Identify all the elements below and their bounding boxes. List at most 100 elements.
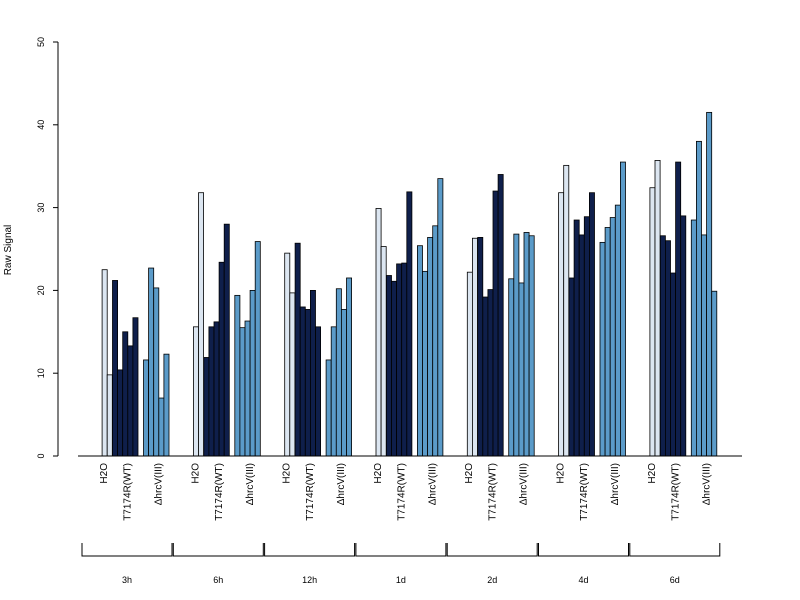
time-bracket [538, 543, 629, 557]
treatment-label: H2O [190, 463, 201, 484]
treatment-label: T7174R(WT) [123, 463, 134, 521]
bar [218, 261, 225, 457]
time-bracket [355, 543, 447, 557]
bar [497, 174, 504, 457]
treatment-label: H2O [556, 463, 567, 484]
bar [609, 217, 616, 457]
time-bracket [81, 543, 173, 557]
bar [234, 294, 241, 457]
bar [477, 237, 484, 457]
time-label: 6h [213, 575, 223, 585]
bar [346, 277, 352, 457]
bar [508, 278, 515, 457]
bar [665, 240, 671, 457]
y-tick-label: 20 [36, 285, 46, 295]
time-bracket [446, 543, 538, 557]
bar [294, 242, 301, 457]
y-tick-label: 40 [36, 120, 46, 130]
bar [213, 321, 220, 457]
bar [416, 245, 423, 457]
bar [101, 269, 108, 457]
treatment-labels: H2O T7174R(WT) ΔhrcV(III) H2O T7174R(WT) Δhrc… [99, 463, 712, 521]
bar [340, 309, 347, 457]
time-bracket [264, 543, 356, 557]
bar [148, 267, 155, 457]
bar [249, 289, 256, 457]
bar [143, 359, 149, 457]
bar [471, 237, 478, 457]
bar [558, 192, 565, 457]
bar [437, 178, 444, 457]
bar [711, 290, 718, 457]
bar [466, 271, 473, 457]
bar [432, 225, 439, 457]
treatment-label: H2O [464, 463, 475, 484]
bar [299, 306, 306, 457]
bar [325, 359, 332, 457]
bar [422, 270, 428, 457]
bar [487, 289, 494, 457]
y-tick-label: 30 [36, 203, 46, 213]
bar [117, 369, 124, 457]
bar [589, 192, 595, 457]
bar [112, 280, 118, 457]
bar [304, 309, 311, 457]
bar [492, 190, 499, 457]
bar [122, 331, 129, 457]
bar [132, 317, 139, 457]
bar [614, 204, 621, 457]
bar [153, 287, 160, 457]
y-tick-label: 0 [36, 453, 46, 458]
treatment-label: ΔhrcV(III) [701, 463, 712, 505]
treatment-label: T7174R(WT) [579, 463, 590, 521]
y-tick-label: 50 [36, 37, 46, 47]
bar [675, 161, 682, 457]
bar [482, 296, 489, 457]
treatment-label: H2O [373, 463, 384, 484]
treatment-label: H2O [282, 463, 293, 484]
bar [396, 263, 403, 457]
bar [244, 320, 251, 457]
treatment-label: T7174R(WT) [305, 463, 316, 521]
bar [706, 111, 713, 457]
bar [385, 275, 392, 457]
bar [192, 326, 199, 457]
treatment-label: ΔhrcV(III) [336, 463, 347, 505]
bars [101, 111, 718, 457]
bar [523, 232, 530, 457]
bar [375, 208, 382, 457]
bar [573, 219, 580, 457]
treatment-label: T7174R(WT) [396, 463, 407, 521]
bar [649, 187, 656, 457]
bar [604, 227, 611, 457]
y-tick-label: 10 [36, 368, 46, 378]
treatment-label: ΔhrcV(III) [427, 463, 438, 505]
bar [158, 397, 165, 457]
bar [239, 327, 246, 457]
bar [696, 140, 702, 457]
bar [284, 252, 291, 457]
treatment-label: T7174R(WT) [488, 463, 499, 521]
bar [254, 241, 261, 457]
bar [583, 216, 590, 457]
time-label: 12h [302, 575, 317, 585]
treatment-label: ΔhrcV(III) [245, 463, 256, 505]
bar [330, 326, 337, 457]
time-label: 1d [396, 575, 406, 585]
bar [335, 288, 342, 457]
bar [427, 237, 434, 457]
time-label: 2d [487, 575, 497, 585]
treatment-label: T7174R(WT) [670, 463, 681, 521]
bar [659, 235, 666, 457]
treatment-label: H2O [99, 463, 110, 484]
bar [599, 241, 606, 457]
bar [203, 357, 210, 457]
bar [701, 234, 707, 457]
treatment-label: T7174R(WT) [214, 463, 225, 521]
bar [309, 289, 316, 457]
y-axis: 0 10 20 30 40 50 [36, 37, 59, 459]
time-bracket [629, 543, 721, 557]
bar [518, 282, 525, 457]
